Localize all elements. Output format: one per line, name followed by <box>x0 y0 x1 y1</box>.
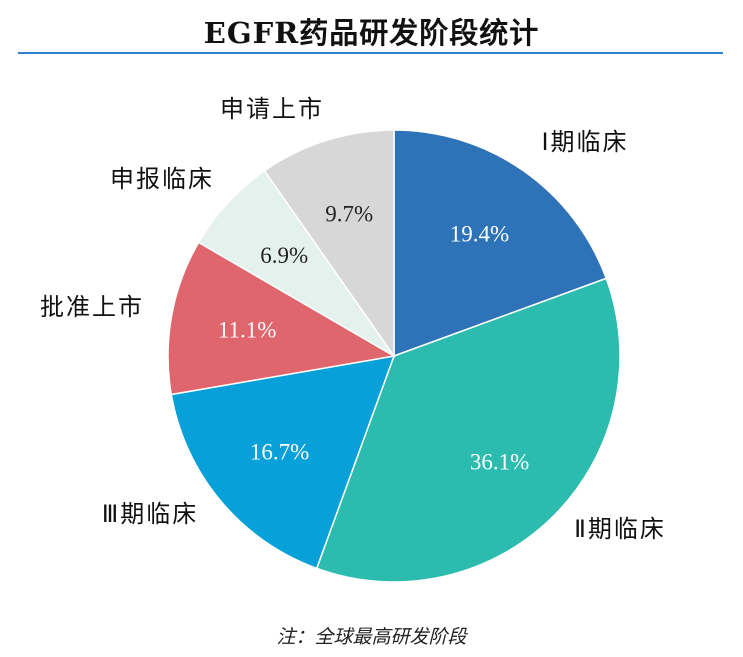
pie-value-label-1: 19.4% <box>450 222 509 247</box>
pie-category-label-6: 申请上市 <box>220 95 324 123</box>
pie-category-labels: Ⅰ期临床 Ⅱ期临床 Ⅲ期临床 批准上市 申报临床 申请上市 <box>40 95 666 543</box>
pie-value-labels: 19.4% 36.1% 16.7% 11.1% 6.9% 9.7% <box>218 202 529 475</box>
chart-footnote: 注：全球最高研发阶段 <box>276 626 467 648</box>
pie-slice-2 <box>315 277 621 583</box>
title-underline <box>18 52 723 54</box>
pie-slice-6 <box>263 129 395 359</box>
pie-value-label-2: 36.1% <box>470 449 529 474</box>
pie-slice-3 <box>170 355 396 570</box>
pie-slice-1 <box>393 129 608 358</box>
pie-value-label-3: 16.7% <box>250 440 309 465</box>
pie-category-label-4: 批准上市 <box>40 293 144 321</box>
pie-category-label-2: Ⅱ期临床 <box>574 515 666 543</box>
pie-value-label-6: 9.7% <box>325 202 373 227</box>
pie-category-label-1: Ⅰ期临床 <box>541 128 628 156</box>
pie-category-label-5: 申报临床 <box>110 165 214 193</box>
pie-slices <box>167 129 621 583</box>
pie-category-label-3: Ⅲ期临床 <box>102 500 199 528</box>
pie-slice-4 <box>167 241 397 396</box>
pie-value-label-4: 11.1% <box>218 318 277 343</box>
chart-title: EGFR药品研发阶段统计 <box>203 16 540 50</box>
pie-value-label-5: 6.9% <box>260 243 308 268</box>
